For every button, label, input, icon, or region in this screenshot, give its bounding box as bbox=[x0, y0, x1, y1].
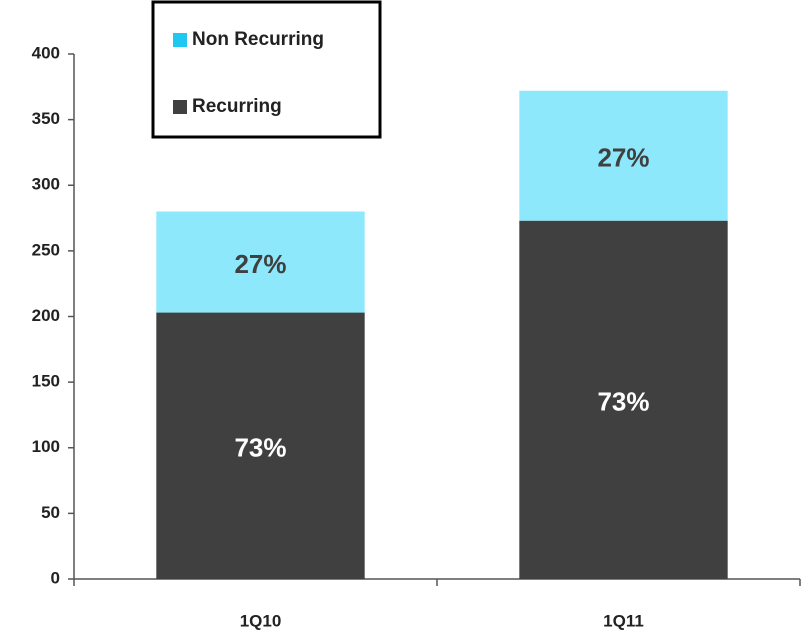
segment-label: 73% bbox=[597, 387, 649, 417]
x-tick-label: 1Q10 bbox=[240, 611, 282, 630]
bar-segment bbox=[156, 312, 365, 579]
bar-segment bbox=[519, 220, 728, 579]
y-tick-label: 400 bbox=[32, 43, 60, 62]
y-tick-label: 200 bbox=[32, 306, 60, 325]
y-tick-label: 300 bbox=[32, 175, 60, 194]
y-tick-label: 150 bbox=[32, 372, 60, 391]
x-tick-label: 1Q11 bbox=[603, 611, 644, 630]
y-tick-label: 0 bbox=[51, 568, 60, 587]
segment-label: 27% bbox=[597, 143, 649, 173]
y-tick-label: 50 bbox=[41, 503, 60, 522]
y-tick-label: 350 bbox=[32, 109, 60, 128]
bar-segment bbox=[156, 211, 365, 313]
legend-label: Non Recurring bbox=[192, 29, 324, 50]
y-tick-label: 250 bbox=[32, 240, 60, 259]
bar-segment bbox=[519, 90, 728, 221]
segment-label: 27% bbox=[234, 249, 286, 279]
segment-label: 73% bbox=[234, 433, 286, 463]
y-tick-label: 100 bbox=[32, 437, 60, 456]
legend-label: Recurring bbox=[192, 96, 282, 117]
legend-box bbox=[151, 0, 382, 139]
legend-swatch bbox=[173, 100, 187, 114]
legend-swatch bbox=[173, 33, 187, 47]
